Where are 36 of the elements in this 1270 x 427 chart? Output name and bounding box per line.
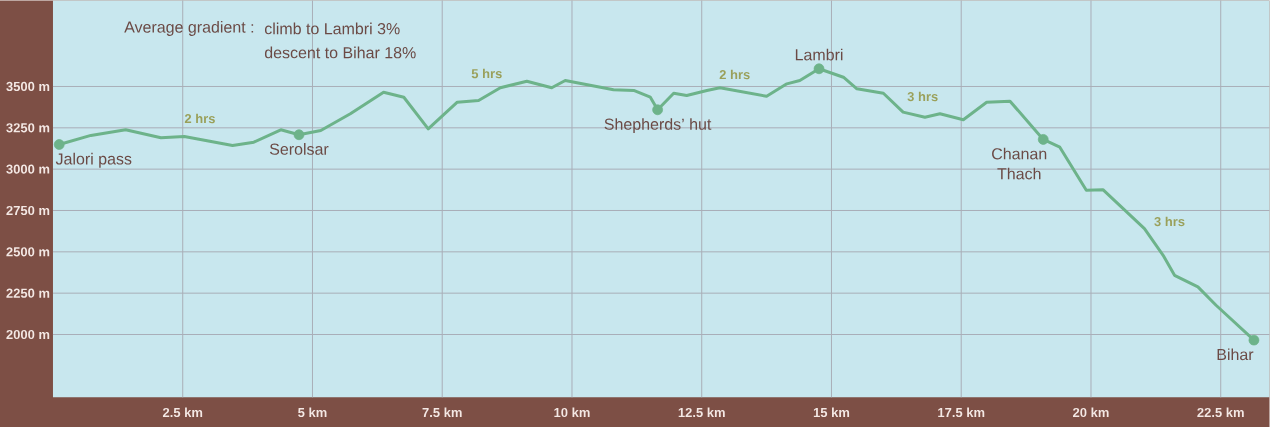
y-tick-label: 3500 m <box>6 81 50 91</box>
x-tick-label: 5 km <box>298 407 327 417</box>
y-tick-label: 2750 m <box>6 205 50 215</box>
x-tick-label: 2.5 km <box>162 407 203 417</box>
point <box>1037 133 1049 145</box>
point <box>813 63 825 74</box>
point <box>293 129 305 140</box>
data-label: Chanan Thach <box>992 147 1047 180</box>
annotation: 5 hrs <box>471 68 502 79</box>
annotation: descent to Bihar 18% <box>264 46 416 59</box>
x-tick-label: 20 km <box>1073 407 1109 417</box>
point <box>53 139 65 150</box>
annotation: Average gradient : <box>124 20 254 36</box>
y-tick-label: 3000 m <box>6 164 50 174</box>
y-tick-label: 2250 m <box>6 288 50 298</box>
data-label: Shepherds’ hut <box>604 117 712 133</box>
y-tick-label: 2000 m <box>6 329 50 339</box>
annotation: climb to Lambri 3% <box>264 22 400 35</box>
data-label: Bihar <box>1217 348 1254 361</box>
annotation: 3 hrs <box>907 91 938 102</box>
x-tick-label: 17.5 km <box>938 407 985 417</box>
x-tick-label: 15 km <box>813 407 850 417</box>
x-tick-label: 10 km <box>554 407 590 417</box>
y-tick-label: 3250 m <box>6 123 50 133</box>
x-tick-label: 12.5 km <box>678 407 725 417</box>
annotation: 2 hrs <box>719 69 750 80</box>
point <box>652 104 663 115</box>
y-tick-label: 2500 m <box>6 247 50 257</box>
annotation: 2 hrs <box>184 113 215 124</box>
data-label: Jalori pass <box>55 152 132 168</box>
x-tick-label: 7.5 km <box>422 407 462 417</box>
data-label: Serolsar <box>269 142 329 155</box>
data-label: Lambri <box>795 48 843 61</box>
x-tick-label: 22.5 km <box>1197 407 1244 417</box>
point <box>1248 334 1260 346</box>
annotation: 3 hrs <box>1154 216 1185 227</box>
